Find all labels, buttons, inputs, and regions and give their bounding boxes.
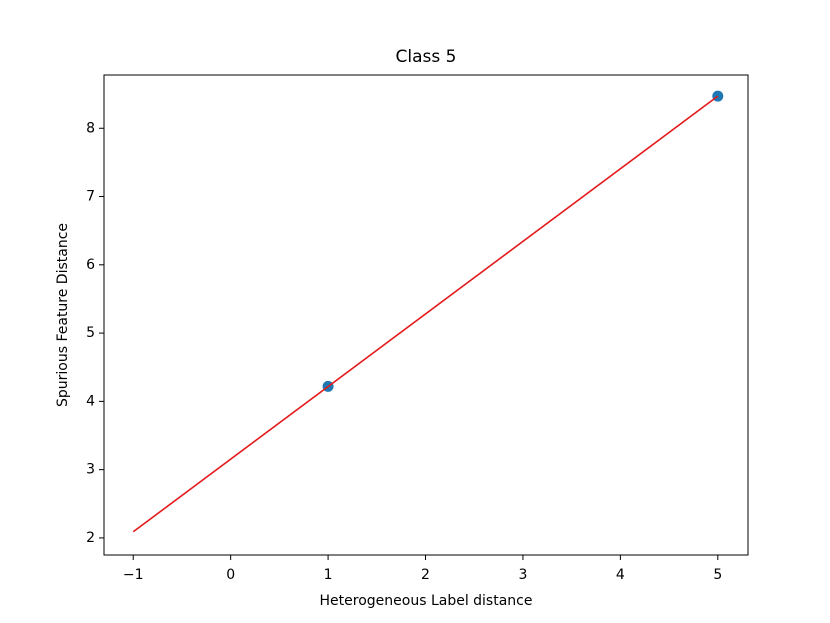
x-tick-label: −1 xyxy=(123,567,144,583)
x-axis-label: Heterogeneous Label distance xyxy=(320,593,533,609)
x-tick-label: 5 xyxy=(713,567,722,583)
y-tick-label: 6 xyxy=(86,257,95,273)
y-axis-label: Spurious Feature Distance xyxy=(55,223,71,407)
y-tick-label: 7 xyxy=(86,189,95,205)
y-tick-label: 8 xyxy=(86,120,95,136)
plot-frame xyxy=(103,74,749,556)
fit-line xyxy=(132,95,719,533)
x-tick-label: 1 xyxy=(324,567,333,583)
x-tick-label: 4 xyxy=(616,567,625,583)
y-tick-label: 2 xyxy=(86,530,95,546)
y-tick-label: 3 xyxy=(86,462,95,478)
x-tick-label: 3 xyxy=(518,567,527,583)
x-tick-label: 0 xyxy=(226,567,235,583)
y-tick-label: 4 xyxy=(86,393,95,409)
y-tick-label: 5 xyxy=(86,325,95,341)
x-tick-label: 2 xyxy=(421,567,430,583)
chart-title: Class 5 xyxy=(396,47,457,67)
